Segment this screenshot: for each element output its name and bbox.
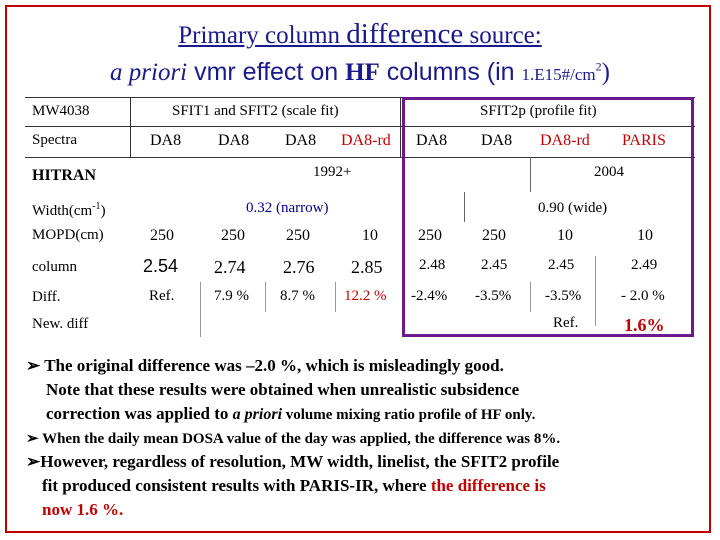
mopd-cell: 10	[362, 227, 378, 244]
table-vline-col6b	[530, 282, 531, 312]
column-cell: 2.85	[351, 257, 383, 277]
bullet-1-line-3: correction was applied to a priori volum…	[46, 402, 535, 427]
table-vline-col2	[200, 282, 201, 337]
table-vline-col3	[265, 282, 266, 312]
arrow-bullet-icon: ➢	[26, 356, 41, 375]
hitran-label: HITRAN	[32, 167, 97, 184]
table-vline-col7	[595, 256, 596, 326]
title-line-1: Primary column difference source:	[0, 18, 720, 51]
arrow-bullet-icon: ➢	[26, 452, 41, 471]
width-label: Width(cm-1)	[32, 202, 106, 219]
newdiff-ref: Ref.	[553, 315, 579, 331]
bullet-3-line-2: fit produced consistent results with PAR…	[42, 474, 546, 498]
column-label: column	[32, 259, 77, 275]
column-cell: 2.74	[214, 257, 246, 277]
title-unit-sup: 2	[595, 59, 602, 74]
bullet-1-line-1: The original difference was –2.0 %, whic…	[44, 356, 504, 375]
diff-cell: 7.9 %	[214, 288, 249, 304]
bullet-3-line-3: now 1.6 %.	[42, 500, 124, 519]
column-cell: 2.45	[481, 257, 508, 273]
title-vmr: vmr	[187, 58, 236, 86]
spectra-cell: DA8-rd	[540, 132, 590, 149]
bullet-2: ➢ When the daily mean DOSA value of the …	[26, 427, 560, 451]
table-vline-hitran	[530, 157, 531, 192]
bullet-2-text: When the daily mean DOSA value of the da…	[42, 431, 561, 447]
spectra-cell: DA8	[416, 132, 448, 149]
title-line-2: a priori vmr effect on HF columns (in 1.…	[0, 58, 720, 87]
title-emphasis: difference	[346, 18, 464, 50]
table-top-line	[25, 97, 695, 98]
mopd-label: MOPD(cm)	[32, 227, 104, 243]
sfit2p-header: SFIT2p (profile fit)	[480, 103, 597, 119]
spectra-label: Spectra	[32, 132, 77, 148]
title-close: )	[601, 59, 610, 86]
width-wide: 0.90 (wide)	[538, 200, 608, 216]
spectra-cell: DA8	[150, 132, 182, 149]
width-label-close: )	[100, 203, 106, 219]
mopd-cell: 250	[482, 227, 506, 244]
title-apriori: a priori	[110, 59, 188, 86]
table-line-1	[25, 126, 695, 127]
width-label-text: Width(cm	[32, 203, 93, 219]
bullet-1-line-3-pre: correction was applied to	[46, 404, 233, 423]
spectra-cell: DA8	[218, 132, 250, 149]
column-cell: 2.54	[143, 256, 179, 276]
bullet-3-line-2-pre: fit produced consistent results with PAR…	[42, 476, 431, 495]
mw-label: MW4038	[32, 103, 90, 119]
table-vline-col4	[335, 282, 336, 312]
title-suffix: source:	[463, 22, 542, 49]
diff-cell: -3.5%	[545, 288, 582, 304]
mopd-cell: 10	[637, 227, 653, 244]
title-hf: HF	[345, 59, 380, 86]
table-vline-width	[464, 192, 465, 222]
spectra-cell: PARIS	[622, 132, 666, 149]
mopd-cell: 10	[557, 227, 573, 244]
diff-label: Diff.	[32, 289, 61, 305]
spectra-cell: DA8	[481, 132, 513, 149]
diff-cell: - 2.0 %	[621, 288, 665, 304]
mopd-cell: 250	[150, 227, 174, 244]
title-effect: effect on	[235, 58, 346, 86]
diff-cell: -2.4%	[411, 288, 448, 304]
diff-cell: 12.2 %	[344, 288, 387, 304]
title-prefix: Primary column	[178, 22, 347, 49]
diff-cell: -3.5%	[475, 288, 512, 304]
diff-cell: Ref.	[149, 288, 175, 304]
width-narrow: 0.32 (narrow)	[246, 200, 329, 216]
mopd-cell: 250	[418, 227, 442, 244]
mopd-cell: 250	[286, 227, 310, 244]
newdiff-value: 1.6%	[624, 315, 665, 335]
bullet-1-line-3-post: volume mixing ratio profile of HF only.	[282, 407, 536, 423]
column-cell: 2.49	[631, 257, 658, 273]
bullet-3-highlight: the difference is	[430, 476, 546, 495]
width-label-sup: -1	[92, 201, 101, 212]
arrow-bullet-icon: ➢	[26, 431, 39, 447]
diff-cell: 8.7 %	[280, 288, 315, 304]
bullet-3: ➢However, regardless of resolution, MW w…	[26, 450, 559, 474]
hitran-1992: 1992+	[313, 164, 352, 180]
column-cell: 2.48	[419, 257, 446, 273]
bullet-1: ➢ The original difference was –2.0 %, wh…	[26, 354, 504, 378]
slide-frame	[5, 5, 711, 533]
sfit-header: SFIT1 and SFIT2 (scale fit)	[172, 103, 339, 119]
table-vline-label	[130, 97, 131, 157]
hitran-2004: 2004	[594, 164, 624, 180]
title-unit: 1.E15#/cm	[521, 65, 596, 84]
sfit2p-highlight-box	[402, 97, 694, 337]
column-cell: 2.76	[283, 257, 315, 277]
table-line-2	[25, 157, 695, 158]
bullet-3-line-1: However, regardless of resolution, MW wi…	[40, 452, 560, 471]
mopd-cell: 250	[221, 227, 245, 244]
column-cell: 2.45	[548, 257, 575, 273]
table-vline-mid	[400, 97, 401, 157]
bullet-1-apriori: a priori	[232, 406, 283, 423]
bullet-1-line-2: Note that these results were obtained wh…	[46, 380, 520, 399]
spectra-cell: DA8-rd	[341, 132, 391, 149]
spectra-cell: DA8	[285, 132, 317, 149]
newdiff-label: New. diff	[32, 316, 89, 332]
title-columns: columns (in	[379, 58, 522, 86]
